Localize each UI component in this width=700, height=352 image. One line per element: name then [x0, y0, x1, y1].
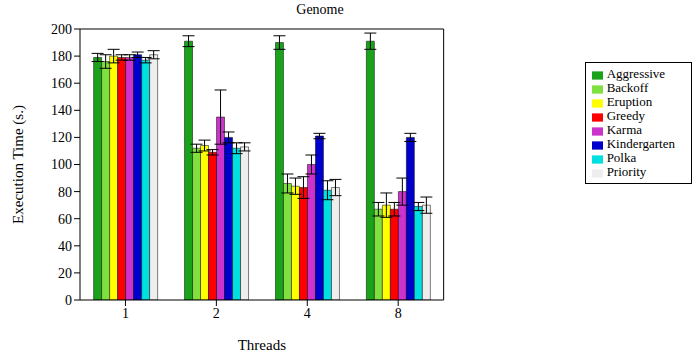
svg-text:2: 2 — [213, 306, 220, 321]
svg-text:Threads: Threads — [238, 337, 286, 352]
svg-text:0: 0 — [65, 293, 72, 308]
svg-text:120: 120 — [51, 130, 72, 145]
svg-text:80: 80 — [58, 185, 72, 200]
html-text:Aggressive: Aggressive — [606, 66, 666, 81]
html-text:Genome: Genome — [296, 2, 344, 17]
svg-text:160: 160 — [51, 76, 72, 91]
svg-text:100: 100 — [51, 157, 72, 172]
html-text:Kindergarten: Kindergarten — [606, 136, 675, 151]
html-text:Polka: Polka — [606, 150, 637, 165]
html-text:Priority: Priority — [606, 164, 647, 179]
svg-text:60: 60 — [58, 212, 72, 227]
html-text:Greedy: Greedy — [606, 108, 645, 123]
svg-text:Execution Time (s.): Execution Time (s.) — [10, 105, 27, 224]
html-text:Backoff: Backoff — [606, 80, 649, 95]
svg-text:8: 8 — [395, 306, 402, 321]
svg-text:1: 1 — [122, 306, 129, 321]
svg-text:20: 20 — [58, 266, 72, 281]
svg-text:200: 200 — [51, 22, 72, 37]
svg-text:140: 140 — [51, 103, 72, 118]
svg-text:4: 4 — [304, 306, 311, 321]
svg-text:180: 180 — [51, 49, 72, 64]
svg-text:40: 40 — [58, 239, 72, 254]
html-text:Eruption: Eruption — [606, 94, 653, 109]
html-text:Karma: Karma — [606, 122, 642, 137]
